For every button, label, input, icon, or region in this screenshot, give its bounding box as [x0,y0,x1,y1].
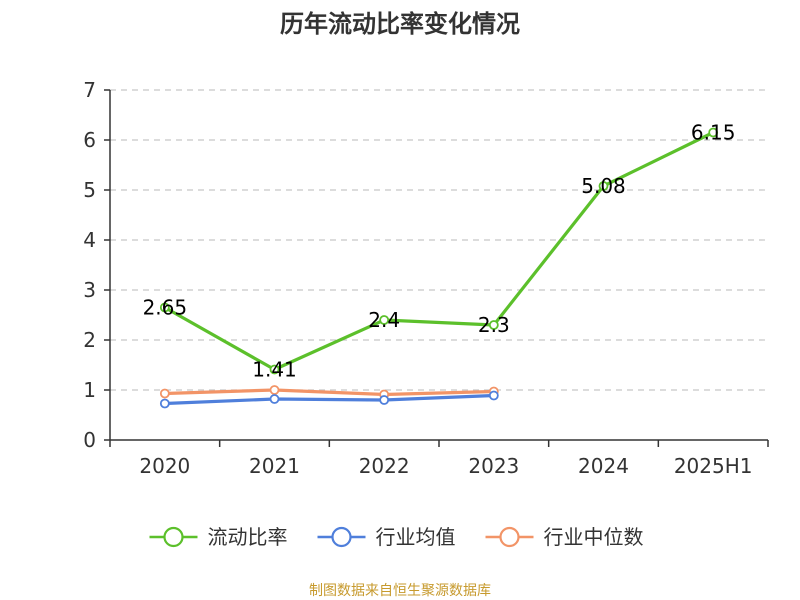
series-2-point-2020 [159,388,170,399]
y-tick-label-5: 5 [83,178,96,202]
legend-item-0[interactable]: 流动比率 [149,525,288,549]
series-1-line [163,393,496,406]
data-label-2025H1: 6.15 [691,121,736,145]
series-0-point-2024 [598,181,609,191]
y-tick-label-6: 6 [83,128,96,152]
series [159,127,719,409]
x-tick-label-2021: 2021 [249,454,300,478]
legend-label-0: 流动比率 [208,525,288,549]
legend-marker-0 [163,526,184,548]
legend-item-2[interactable]: 行业中位数 [485,525,644,549]
series-0-point-2022 [379,315,390,325]
series-1-point-2020 [159,398,170,409]
y-tick-label-7: 7 [83,78,96,102]
chart-title: 历年流动比率变化情况 [280,10,520,38]
legend[interactable]: 流动比率 行业均值 行业中位数 [149,525,644,549]
series-1-point-2021 [269,394,280,404]
series-0-point-2025H1 [708,127,719,138]
x-tick-label-2025H1: 2025H1 [674,454,753,478]
series-2-point-2021 [269,385,280,395]
legend-marker-2 [499,526,520,548]
x-tick-label-2023: 2023 [468,454,519,478]
x-tick-label-2024: 2024 [578,454,629,478]
series-1-point-2023 [488,390,499,401]
data-labels: 2.65 1.41 2.4 2.3 5.08 6.15 [143,121,736,382]
data-label-2021: 1.41 [252,358,297,382]
series-0-line [163,130,715,372]
series-0-point-2023 [488,320,499,330]
source-footer: 制图数据来自恒生聚源数据库 [309,583,491,599]
series-0-point-2020 [159,302,170,313]
axes: 0 1 2 3 4 5 6 7 2020 2021 2022 2023 2024 2025H1 [83,78,769,478]
y-tick-label-2: 2 [83,328,96,352]
data-label-2023: 2.3 [478,313,510,337]
series-0-point-2021 [269,364,280,375]
y-tick-label-3: 3 [83,278,96,302]
data-label-2022: 2.4 [368,308,400,332]
x-tick-label-2020: 2020 [139,454,190,478]
legend-marker-1 [331,526,352,548]
x-tick-label-2022: 2022 [359,454,410,478]
y-tick-label-1: 1 [83,378,96,402]
legend-label-1: 行业均值 [376,525,456,549]
data-label-2020: 2.65 [143,296,188,320]
legend-label-2: 行业中位数 [544,525,644,549]
data-label-2024: 5.08 [581,174,626,198]
grid [110,89,768,391]
series-1-point-2022 [379,395,390,405]
y-tick-label-0: 0 [83,428,96,452]
series-2-line [163,388,496,397]
legend-item-1[interactable]: 行业均值 [317,525,456,549]
y-tick-label-4: 4 [83,228,96,252]
